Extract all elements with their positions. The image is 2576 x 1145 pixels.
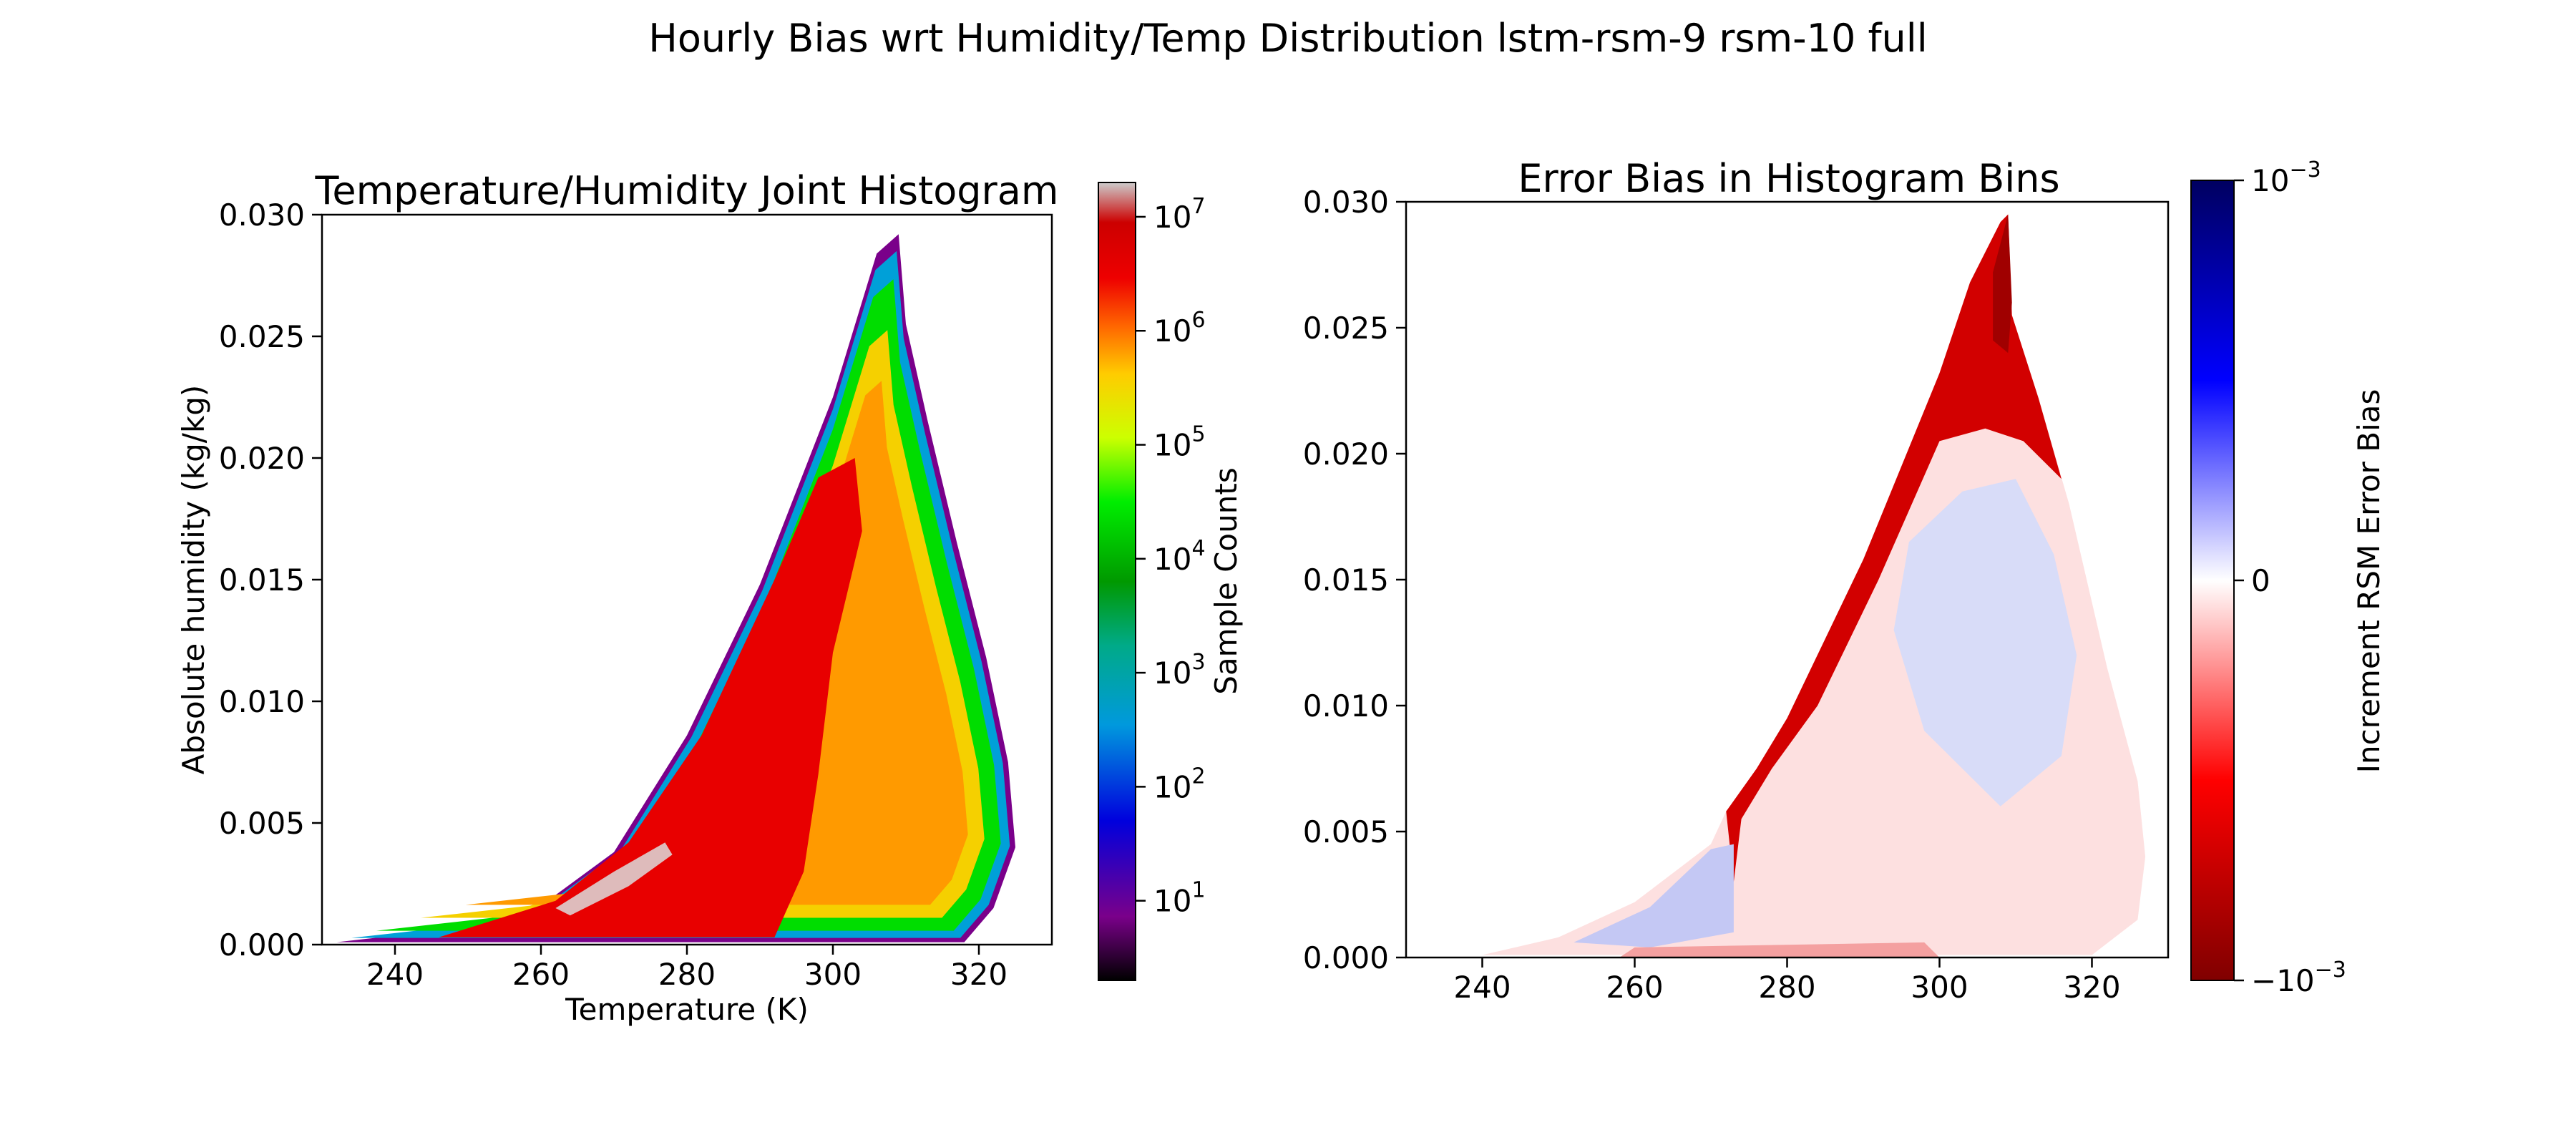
bias-strong-negative-edge: [1726, 214, 2062, 882]
y-tick-label: 0.010: [219, 684, 305, 719]
bias-weak-positive-interior: [1893, 479, 2077, 807]
y-tick-label: 0.025: [1303, 311, 1389, 346]
histogram-y-ticks: 0.000 0.005 0.010 0.015 0.020 0.025 0.030: [219, 198, 322, 963]
figure-suptitle: Hourly Bias wrt Humidity/Temp Distributi…: [648, 16, 1928, 61]
bias-title: Error Bias in Histogram Bins: [1518, 156, 2059, 201]
colorbar-tick-label: 107: [1153, 194, 1206, 235]
y-tick-label: 0.010: [1303, 688, 1389, 723]
bias-colorbar-ticks: −10−3 0 10−3: [2234, 157, 2346, 998]
y-tick-label: 0.020: [219, 441, 305, 476]
x-tick-label: 300: [1911, 970, 1968, 1005]
y-tick-label: 0.030: [219, 198, 305, 233]
colorbar-tick-label: −10−3: [2251, 958, 2346, 998]
histogram-colorbar-ticks: 101 102 103 104 105 106 107: [1136, 194, 1206, 919]
x-tick-label: 320: [2063, 970, 2120, 1005]
bias-weak-positive-cold-tail: [1574, 844, 1734, 947]
colorbar-tick-label: 101: [1153, 878, 1206, 919]
x-tick-label: 280: [1758, 970, 1815, 1005]
colorbar-tick-label: 10−3: [2251, 157, 2321, 198]
y-tick-label: 0.015: [1303, 562, 1389, 598]
colorbar-tick-label: 0: [2251, 563, 2270, 598]
colorbar-tick-label: 104: [1153, 536, 1206, 577]
bias-colorbar-label: Increment RSM Error Bias: [2351, 389, 2386, 774]
bias-dry-negative-strip: [1619, 942, 1940, 958]
y-tick-label: 0.005: [1303, 814, 1389, 849]
histogram-colorbar: [1098, 182, 1136, 981]
y-tick-label: 0.000: [1303, 940, 1389, 975]
y-tick-label: 0.000: [219, 927, 305, 963]
histogram-x-label: Temperature (K): [565, 992, 809, 1027]
colorbar-tick-label: 105: [1153, 422, 1206, 463]
colorbar-tick-label: 106: [1153, 308, 1206, 349]
histogram-core-region: [439, 458, 862, 937]
histogram-heatmap: [336, 234, 1015, 942]
colorbar-tick-label: 102: [1153, 764, 1206, 804]
x-tick-label: 240: [366, 957, 424, 992]
colorbar-tick-label: 103: [1153, 650, 1206, 691]
histogram-density-peak: [555, 842, 673, 916]
bias-heatmap: [1482, 214, 2146, 958]
x-tick-label: 280: [658, 957, 716, 992]
bias-y-ticks: 0.000 0.005 0.010 0.015 0.020 0.025 0.030: [1303, 185, 1406, 975]
y-tick-label: 0.030: [1303, 185, 1389, 220]
x-tick-label: 260: [512, 957, 570, 992]
histogram-x-ticks: 240 260 280 300 320: [366, 945, 1008, 992]
y-tick-label: 0.020: [1303, 437, 1389, 472]
histogram-panel: Temperature/Humidity Joint Histogram 240…: [176, 168, 1244, 1027]
bias-panel: Error Bias in Histogram Bins 240 260 280 30…: [1303, 156, 2386, 1005]
x-tick-label: 240: [1453, 970, 1511, 1005]
bias-x-ticks: 240 260 280 300 320: [1453, 958, 2121, 1005]
y-tick-label: 0.015: [219, 562, 305, 598]
x-tick-label: 260: [1606, 970, 1663, 1005]
y-tick-label: 0.005: [219, 806, 305, 841]
bias-colorbar: [2190, 180, 2235, 981]
x-tick-label: 320: [950, 957, 1008, 992]
histogram-colorbar-label: Sample Counts: [1209, 467, 1244, 694]
y-tick-label: 0.025: [219, 319, 305, 354]
bias-peak-negative: [1993, 214, 2012, 354]
histogram-y-label: Absolute humidity (kg/kg): [176, 385, 211, 775]
histogram-title: Temperature/Humidity Joint Histogram: [315, 168, 1059, 213]
x-tick-label: 300: [804, 957, 862, 992]
